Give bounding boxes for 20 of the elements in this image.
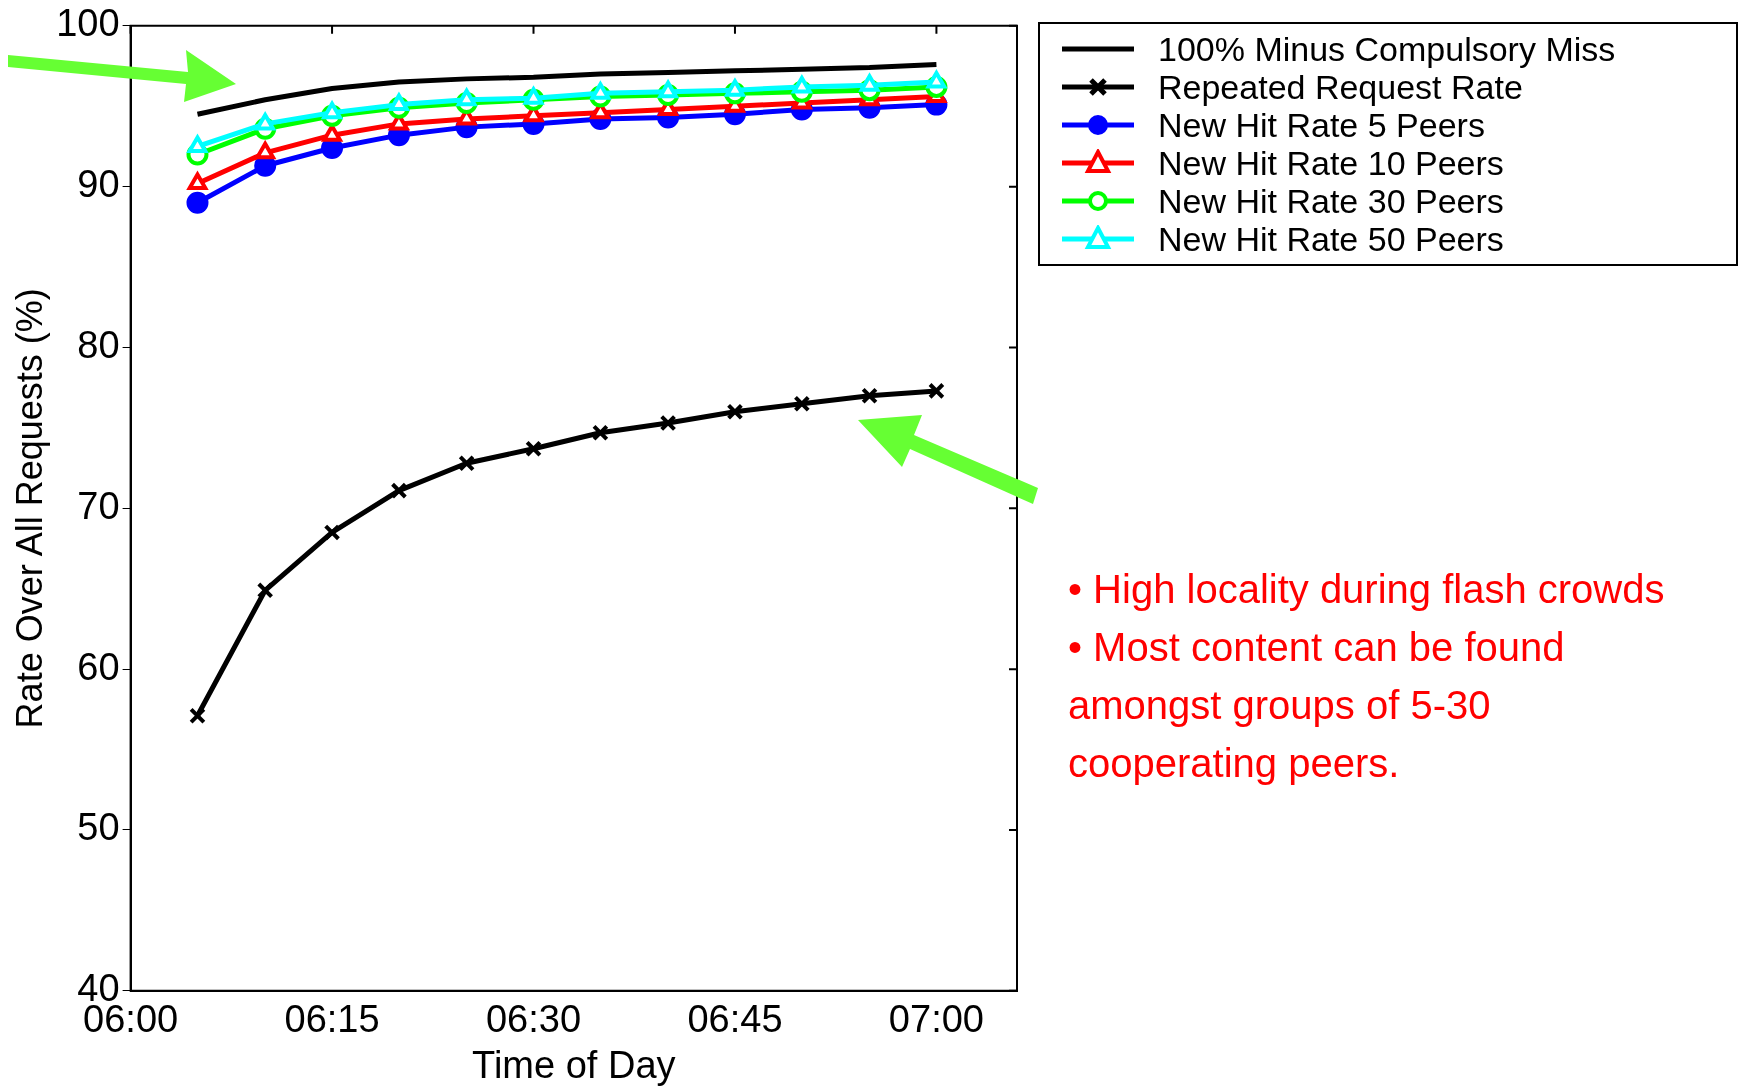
legend-label: New Hit Rate 50 Peers (1158, 219, 1504, 259)
y-tick-label: 90 (77, 163, 120, 206)
x-tick-label: 06:15 (284, 998, 380, 1041)
x-tick-label: 06:30 (485, 998, 582, 1041)
y-tick-label: 60 (77, 645, 120, 688)
legend-label: 100% Minus Compulsory Miss (1158, 29, 1616, 69)
y-tick-label: 80 (77, 323, 120, 366)
y-tick-label: 50 (77, 806, 120, 849)
y-axis-title: Rate Over All Requests (%) (8, 288, 50, 729)
legend-label: New Hit Rate 30 Peers (1158, 181, 1504, 221)
legend-label: New Hit Rate 10 Peers (1158, 143, 1504, 183)
legend-label: New Hit Rate 5 Peers (1158, 105, 1485, 145)
text: • Most content can be found amongst groups of 5-30 cooperating peers. (1068, 624, 1566, 787)
y-tick-label: 70 (77, 484, 120, 527)
x-tick-label: 07:00 (888, 998, 984, 1041)
legend-label: Repeated Request Rate (1158, 67, 1523, 107)
x-axis-title: Time of Day (472, 1043, 676, 1086)
x-tick-label: 06:45 (687, 998, 783, 1041)
y-tick-label: 100 (56, 2, 120, 45)
text: • High locality during flash crowds (1068, 566, 1666, 613)
